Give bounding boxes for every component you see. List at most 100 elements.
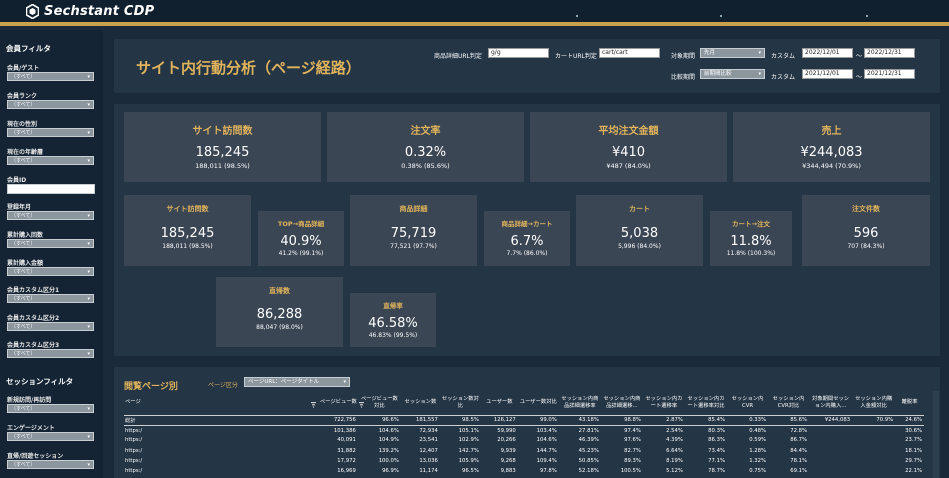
kpi-comparison: ¥344,494 (70.9%) xyxy=(802,162,861,170)
sort-icon[interactable] xyxy=(310,402,316,408)
table-row[interactable]: https:/ 17,972 100.0% 13,036 105.9% 9,268 109.… xyxy=(124,456,924,466)
kpi-comparison: 707 (84.3%) xyxy=(847,243,885,250)
filter-select-new-return[interactable]: （すべて） ▾ xyxy=(7,404,94,413)
kpi-value: ¥244,083 xyxy=(800,145,863,160)
metric-cell: 96.9% xyxy=(382,468,399,475)
kpi-title: 平均注文金額 xyxy=(598,126,659,137)
metric-cell: 139.2% xyxy=(378,447,399,454)
kpi-comparison: 88,047 (98.0%) xyxy=(256,324,303,331)
product-url-input[interactable]: g/g xyxy=(488,48,549,58)
period-select[interactable]: 先月 ▾ xyxy=(700,48,765,58)
sort-icon[interactable] xyxy=(358,402,364,408)
filter-select-member-rank[interactable]: （すべて） ▾ xyxy=(7,100,94,109)
filter-select-registration-month[interactable]: （すべて） ▾ xyxy=(7,211,94,220)
filter-select-custom-1[interactable]: （すべて） ▾ xyxy=(7,294,94,303)
metric-cell: 86.3% xyxy=(708,437,725,444)
table-row[interactable]: https:/ 31,882 139.2% 12,407 142.7% 9,939 144.… xyxy=(124,446,924,456)
column-header[interactable]: セッション内購入金額対比 xyxy=(852,391,896,416)
filter-label-new-return: 新規訪問/再訪問 xyxy=(7,397,52,404)
metric-cell: 78.1% xyxy=(790,457,808,464)
funnel-card-cart: カート 5,038 5,996 (84.0%) xyxy=(576,195,703,266)
metric-cell: 23.7% xyxy=(905,437,922,444)
filter-select-member-guest[interactable]: （すべて） ▾ xyxy=(7,72,94,81)
filter-select-custom-3[interactable]: （すべて） ▾ xyxy=(7,349,94,358)
kpi-value: 0.32% xyxy=(404,145,447,160)
table-total-row[interactable]: 総計 722,756 96.6% 181,557 98.5% 126,127 99.0% 43… xyxy=(124,415,924,426)
table-row[interactable]: https:/ 101,386 104.6% 72,934 105.1% 59,990 10… xyxy=(124,425,924,435)
kpi-card-order-rate: 注文率 0.32% 0.38% (85.6%) xyxy=(327,112,524,182)
filter-label-gender: 現在の性別 xyxy=(7,121,38,128)
metric-cell: 43.18% xyxy=(558,415,601,426)
compare-select[interactable]: 前期間比較 ▾ xyxy=(700,69,765,79)
filter-select-gender[interactable]: （すべて） ▾ xyxy=(7,128,94,137)
period-to-input[interactable]: 2022/12/31 xyxy=(864,48,915,58)
filter-label-member-guest: 会員/ゲスト xyxy=(7,65,40,72)
kpi-title: 注文件数 xyxy=(852,205,880,213)
metric-cell: 40,091 xyxy=(337,437,356,444)
compare-from-input[interactable]: 2021/12/01 xyxy=(802,69,853,79)
kpi-comparison: ¥487 (84.0%) xyxy=(606,162,651,170)
metric-cell: 52.18% xyxy=(578,468,599,475)
column-header[interactable]: セッション内カート遷移率対比 xyxy=(684,391,727,416)
metric-cell: 98.5% xyxy=(439,415,481,426)
compare-label: 比較期間 xyxy=(671,74,696,81)
metric-cell: 97.8% xyxy=(539,468,557,475)
metric-cell: 69.1% xyxy=(790,468,808,475)
column-header[interactable]: ページビュー数対比 xyxy=(357,391,401,416)
dropdown-caret-icon: ▾ xyxy=(87,351,90,357)
column-header[interactable]: ページ xyxy=(124,391,319,416)
column-header[interactable]: 離脱率 xyxy=(895,391,924,416)
metric-cell: 70.9% xyxy=(852,415,896,426)
metric-cell: 4.39% xyxy=(666,437,683,444)
member-id-input[interactable] xyxy=(7,184,95,194)
column-header[interactable]: セッション内商品詳細遷移率 xyxy=(558,391,601,416)
column-header[interactable]: セッション数 xyxy=(400,391,440,416)
column-header[interactable]: セッション数対比 xyxy=(439,391,481,416)
dropdown-caret-icon: ▾ xyxy=(87,74,90,80)
brand-logo[interactable]: Sechstant CDP xyxy=(26,4,154,19)
table-row[interactable]: https:/ 16,969 96.9% 11,174 96.5% 9,883 97.8% 5… xyxy=(124,466,924,476)
metric-cell: 1.28% xyxy=(749,447,767,454)
kpi-value: 6.7% xyxy=(510,234,544,249)
decor-dot xyxy=(720,15,722,17)
metric-cell: 9,939 xyxy=(500,447,516,454)
metric-cell xyxy=(852,456,895,466)
group-select[interactable]: ページURL：ページタイトル ▾ xyxy=(244,377,350,387)
dropdown-caret-icon: ▾ xyxy=(87,406,90,412)
metric-cell: 104.6% xyxy=(536,437,557,444)
period-from-input[interactable]: 2022/12/01 xyxy=(802,48,853,58)
compare-to-input[interactable]: 2021/12/31 xyxy=(864,69,915,79)
filter-select-purchase-amount[interactable]: （すべて） ▾ xyxy=(7,267,94,276)
cart-url-input[interactable]: cart/cart xyxy=(599,48,660,58)
column-header[interactable]: セッション内CVR対比 xyxy=(768,391,810,416)
filter-select-purchase-count[interactable]: （すべて） ▾ xyxy=(7,239,94,248)
column-header[interactable]: ページビュー数 xyxy=(318,391,358,416)
metric-cell: 18.1% xyxy=(905,447,922,454)
metric-cell: 5.12% xyxy=(666,468,683,475)
column-header[interactable]: 対象期間セッション内購入... xyxy=(809,391,853,416)
dropdown-caret-icon: ▾ xyxy=(87,324,90,330)
table-row[interactable]: https:/ 40,091 104.9% 23,541 102.9% 20,266 104… xyxy=(124,435,924,445)
metric-cell xyxy=(852,425,895,435)
table-header-row: ページ ページビュー数 ページビュー数対比 セッション数 セッション数対比 ユー… xyxy=(124,391,924,416)
filter-select-engagement[interactable]: （すべて） ▾ xyxy=(7,432,94,441)
filter-select-age-group[interactable]: （すべて） ▾ xyxy=(7,156,94,165)
metric-cell: 46.39% xyxy=(578,437,599,444)
table-scrollbar[interactable] xyxy=(933,391,939,478)
kpi-comparison: 188,011 (98.5%) xyxy=(195,162,250,170)
metric-cell: 0.48% xyxy=(749,427,767,434)
decor-dot xyxy=(866,15,868,17)
metric-cell: 45.23% xyxy=(578,447,599,454)
filter-label-registration-month: 登録年月 xyxy=(7,204,32,211)
filter-label-custom-2: 会員カスタム区分2 xyxy=(7,315,60,322)
filter-select-custom-2[interactable]: （すべて） ▾ xyxy=(7,322,94,331)
column-header[interactable]: セッション内商品詳細遷移... xyxy=(600,391,643,416)
column-header[interactable]: セッション内カート遷移率 xyxy=(642,391,685,416)
column-header[interactable]: ユーザー数対比 xyxy=(517,391,559,416)
page-cell: https:/ xyxy=(125,468,143,475)
metric-cell: 13,036 xyxy=(419,457,438,464)
column-header[interactable]: セッション内CVR xyxy=(727,391,769,416)
filter-select-bounce-session[interactable]: （すべて） ▾ xyxy=(7,460,94,469)
metric-cell: 89.3% xyxy=(624,457,641,464)
column-header[interactable]: ユーザー数 xyxy=(480,391,518,416)
